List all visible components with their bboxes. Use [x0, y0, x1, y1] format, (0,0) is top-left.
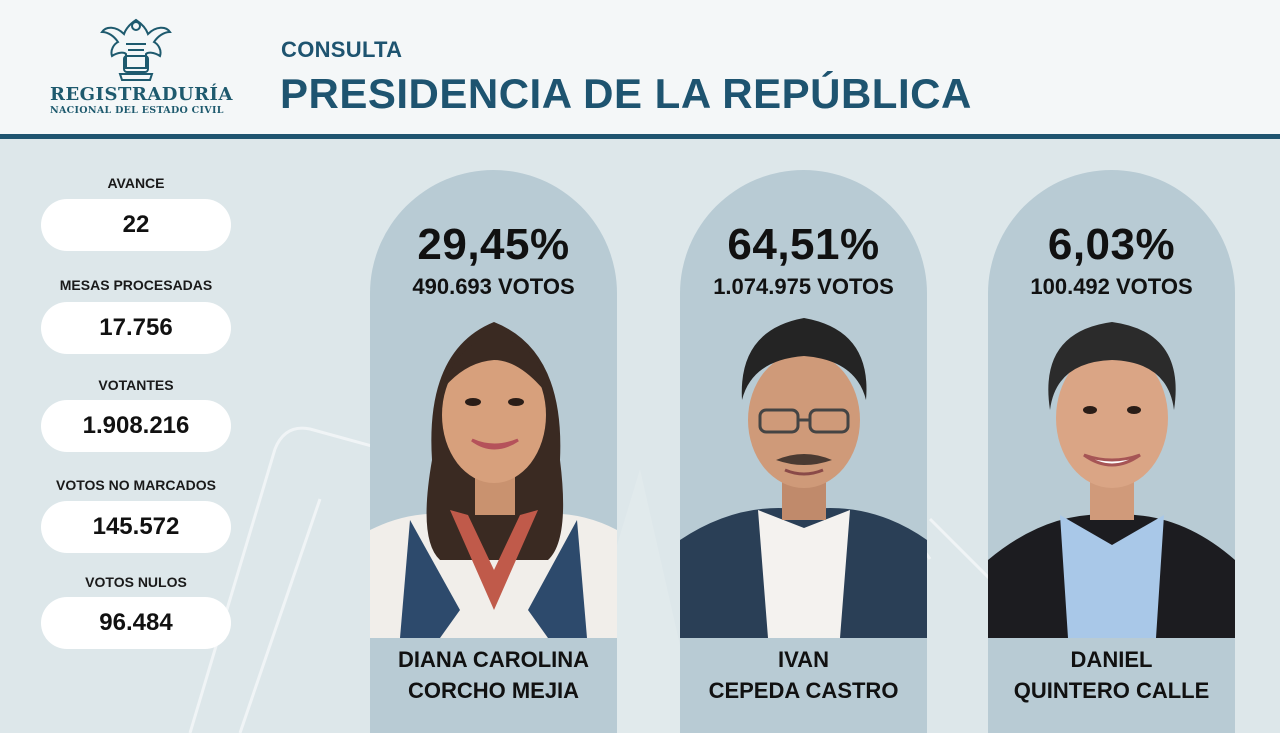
candidate-name-line-2: CORCHO MEJIA	[407, 678, 580, 703]
candidate-name: IVAN CEPEDA CASTRO	[680, 644, 927, 706]
candidate-name-line-2: QUINTERO CALLE	[1013, 678, 1210, 703]
header: REGISTRADURÍA NACIONAL DEL ESTADO CIVIL …	[0, 0, 1280, 134]
candidate-name-line-1: DANIEL	[1070, 647, 1153, 672]
candidate-photo	[988, 310, 1235, 638]
header-divider	[0, 134, 1280, 139]
candidate-name-line-1: IVAN	[778, 647, 829, 672]
candidate-votes: 100.492 VOTOS	[1030, 274, 1193, 299]
candidate-card-1: 29,45% 490.693 VOTOS DIANA CAROLINA CORC…	[370, 170, 617, 733]
stat-value-mesas-procesadas: 17.756	[41, 302, 231, 354]
stat-value-votos-no-marcados: 145.572	[41, 501, 231, 553]
candidate-votes: 1.074.975 VOTOS	[713, 274, 894, 299]
page-title: PRESIDENCIA DE LA REPÚBLICA	[280, 70, 972, 117]
stat-label-votos-no-marcados: VOTOS NO MARCADOS	[56, 477, 216, 493]
candidate-name-line-2: CEPEDA CASTRO	[708, 678, 899, 703]
candidate-percent: 29,45%	[417, 220, 570, 269]
candidate-name: DIANA CAROLINA CORCHO MEJIA	[370, 644, 617, 706]
logo-subtitle: NACIONAL DEL ESTADO CIVIL	[50, 105, 224, 116]
candidate-photo	[370, 310, 617, 638]
candidate-percent: 6,03%	[1047, 220, 1176, 269]
candidate-votes: 490.693 VOTOS	[412, 274, 575, 299]
candidate-card-3: 6,03% 100.492 VOTOS DANIEL QUINTERO CALL…	[988, 170, 1235, 733]
condor-shield-emblem-icon	[100, 18, 172, 81]
candidate-name: DANIEL QUINTERO CALLE	[988, 644, 1235, 706]
registraduria-logo: REGISTRADURÍA NACIONAL DEL ESTADO CIVIL	[50, 14, 233, 118]
stat-value-votos-nulos: 96.484	[41, 597, 231, 649]
candidate-card-2: 64,51% 1.074.975 VOTOS IVAN CEPEDA CASTR…	[680, 170, 927, 733]
stat-value-votantes: 1.908.216	[41, 400, 231, 452]
stat-label-votantes: VOTANTES	[98, 377, 174, 393]
candidate-name-line-1: DIANA CAROLINA	[397, 647, 590, 672]
candidate-photo	[680, 310, 927, 638]
stat-label-avance: AVANCE	[107, 175, 165, 191]
candidate-percent: 64,51%	[727, 220, 880, 269]
stat-label-votos-nulos: VOTOS NULOS	[85, 574, 187, 590]
stat-label-mesas-procesadas: MESAS PROCESADAS	[59, 277, 213, 293]
stat-value-avance: 22	[41, 199, 231, 251]
logo-title: REGISTRADURÍA	[50, 84, 233, 105]
page-kicker: CONSULTA	[281, 37, 403, 62]
